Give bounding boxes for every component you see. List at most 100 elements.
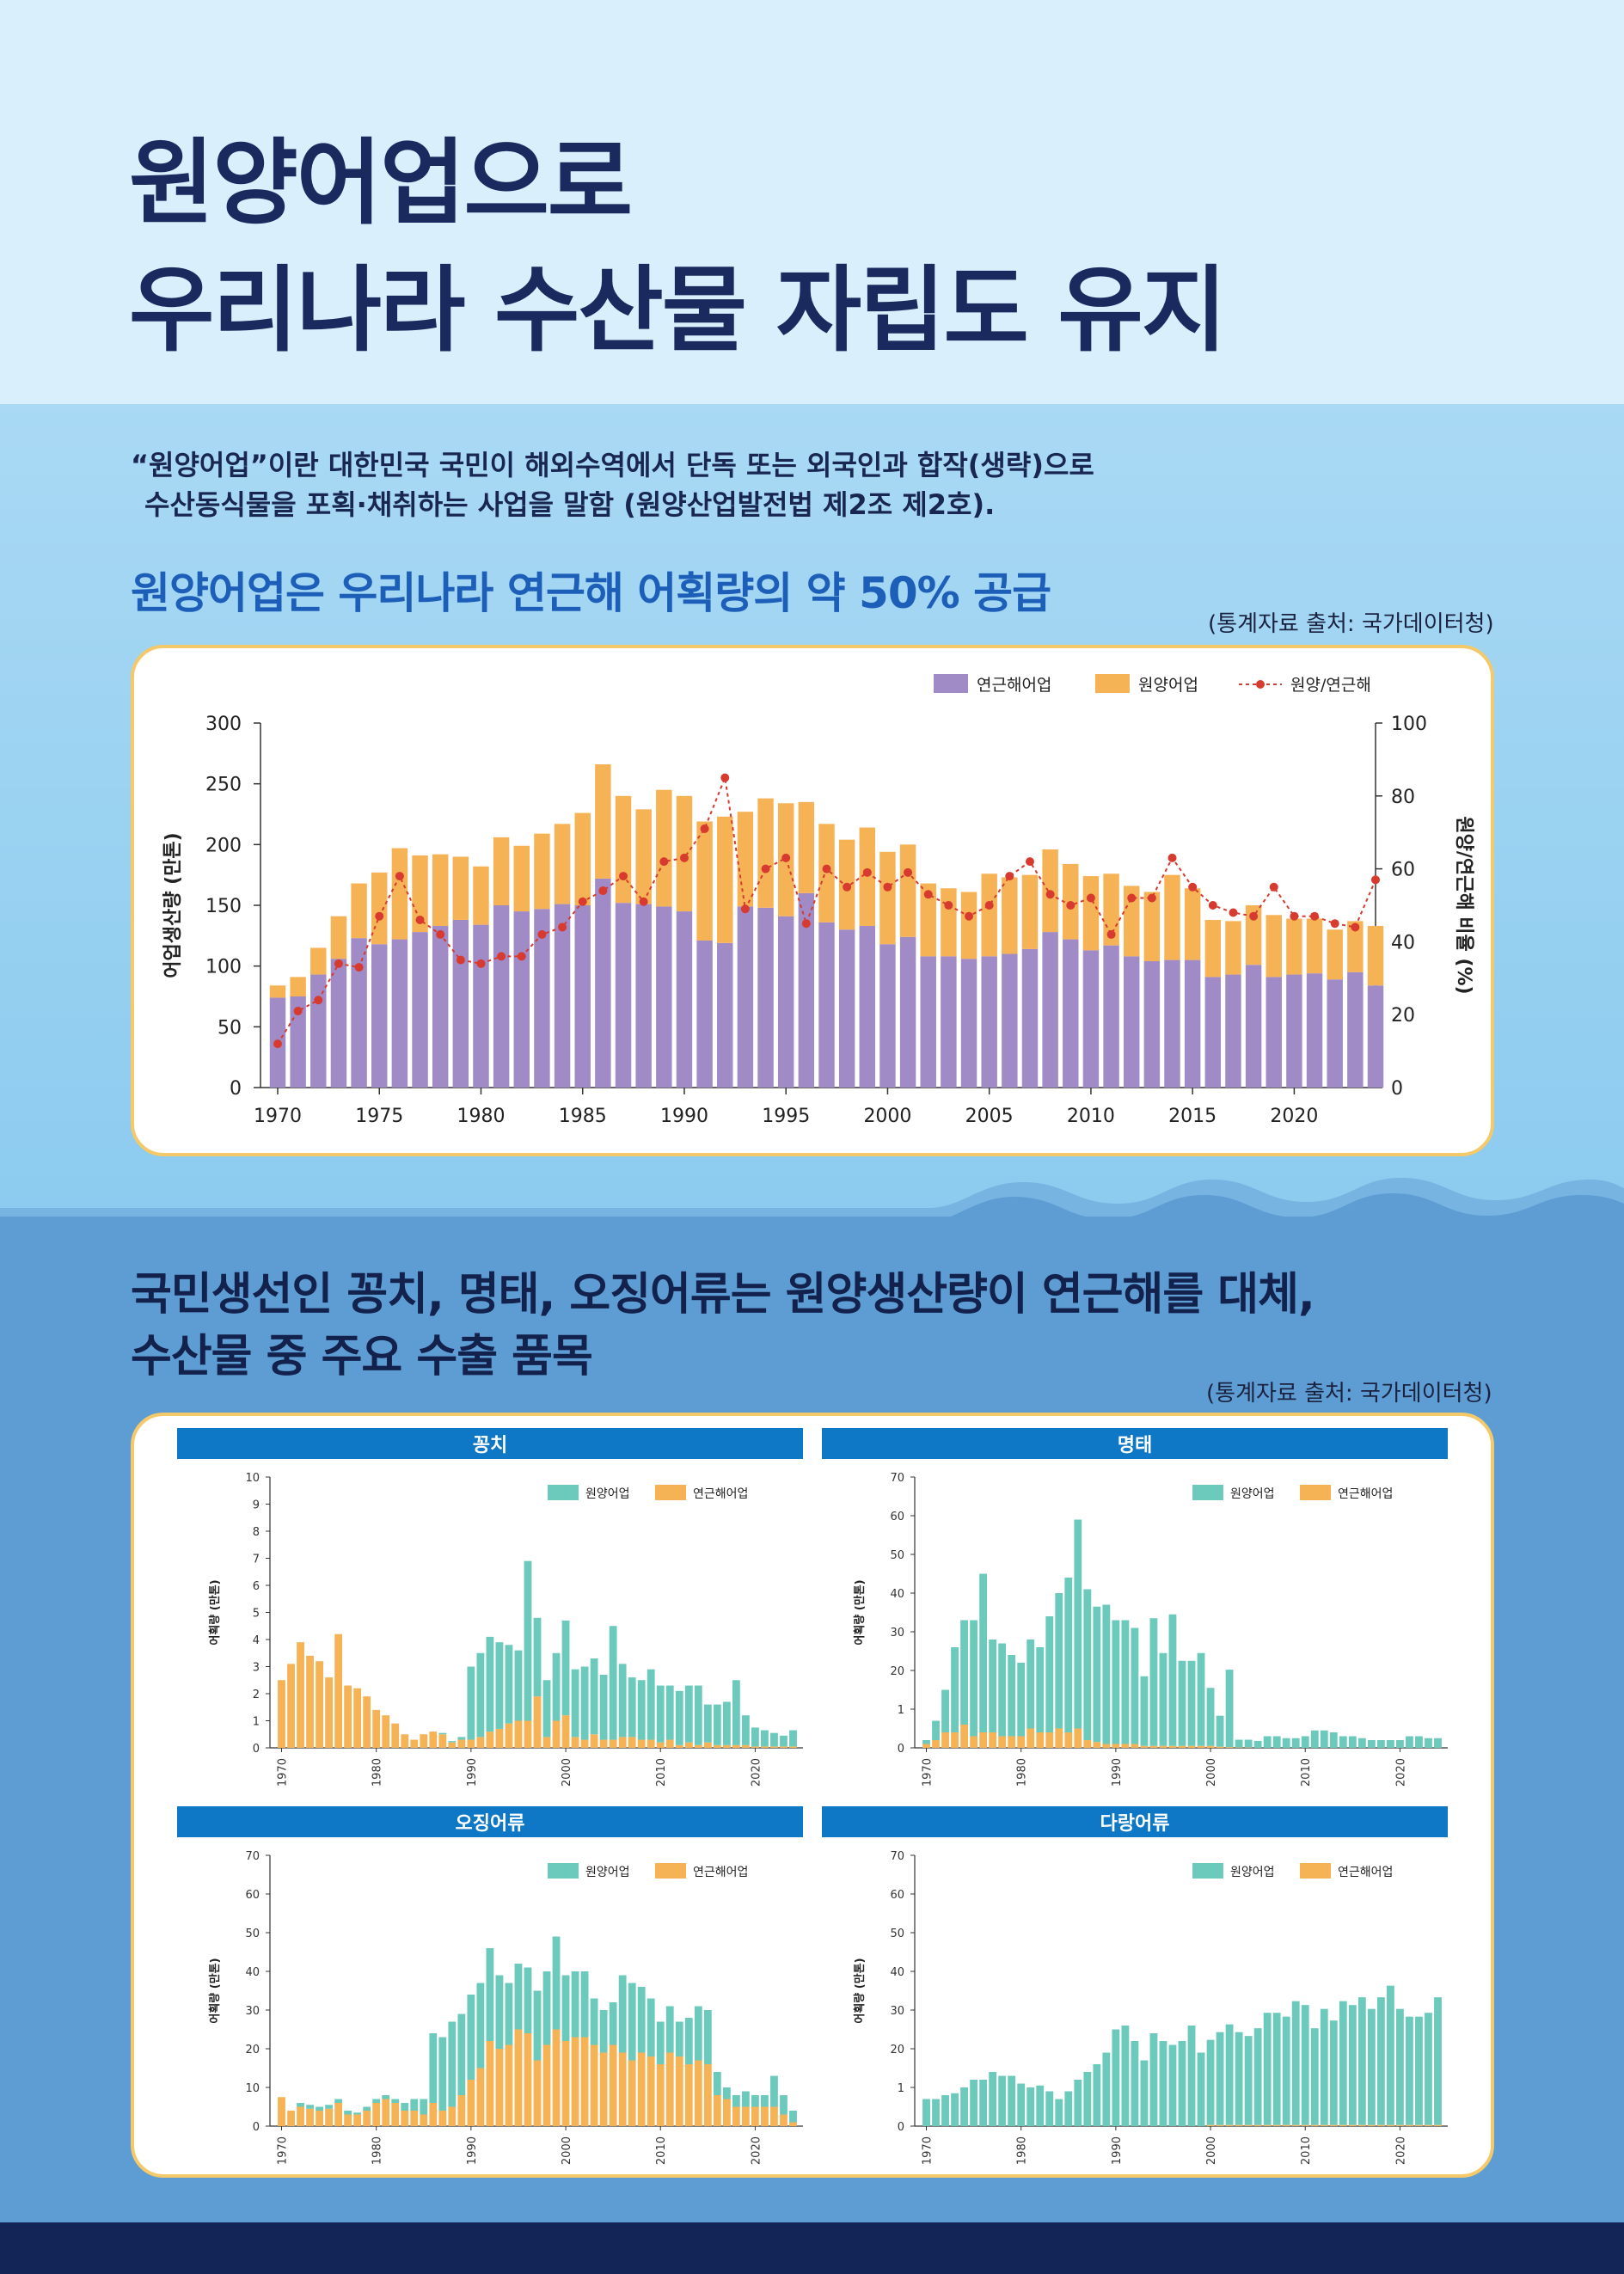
bar-distant [1301,2005,1309,2125]
bar-coastal [1204,977,1222,1088]
bar-coastal [438,2111,447,2126]
bar-coastal [751,1746,759,1748]
bar-distant [635,809,652,904]
ratio-point [1188,882,1198,892]
bar-distant [1036,2085,1045,2126]
bar-distant [1225,2024,1234,2125]
x-tick-label: 2010 [1300,1758,1313,1787]
ratio-point [1351,922,1360,932]
legend-label-distant: 원양어업 [585,1487,630,1501]
ratio-point [1167,853,1177,862]
y-tick-label: 8 [253,1526,260,1539]
bar-coastal [780,2114,787,2126]
bar-distant [951,1647,959,1732]
legend-swatch-distant [548,1863,579,1879]
bar-coastal [899,936,916,1088]
bar-coastal [372,2103,381,2126]
ratio-point [354,963,364,972]
ratio-point [415,915,425,924]
bar-distant [1168,2044,1177,2126]
bar-distant [618,1664,627,1738]
bar-distant [1245,905,1262,965]
bar-coastal [970,1736,978,1748]
bar-coastal [1083,1740,1092,1748]
bar-distant [1112,2029,1120,2126]
x-tick-label: 2010 [1300,2136,1313,2165]
bar-distant [920,883,936,957]
bar-distant [1045,2091,1054,2126]
ratio-point [862,867,872,877]
bar-coastal [941,1732,949,1748]
bar-distant [1216,1715,1224,1747]
bar-distant [1282,1738,1290,1748]
y-tick-label: 1 [898,2082,904,2095]
bar-coastal [789,1746,797,1748]
bar-distant [1164,874,1180,960]
definition-text: “원양어업”이란 대한민국 국민이 해외수역에서 단독 또는 외국인과 합작(생… [131,445,1549,524]
bar-coastal [696,940,713,1088]
bar-coastal [656,2064,665,2126]
bar-distant [438,2037,447,2111]
bar-distant [467,1995,475,2080]
x-tick-label: 2000 [863,1106,911,1127]
bar-coastal [457,1739,466,1748]
bar-coastal [732,2106,740,2126]
ratio-point [1229,908,1238,917]
bar-distant [410,2099,419,2111]
x-tick-label: 2010 [655,1758,668,1787]
bar-distant [1434,1997,1442,2125]
y2-tick-label: 40 [1391,932,1415,953]
bar-distant [534,833,550,910]
bar-distant [310,947,327,975]
ratio-point [517,952,526,961]
ratio-point [456,955,465,965]
bar-coastal [798,892,815,1088]
bar-coastal [1197,1745,1205,1748]
bar-coastal [1082,950,1100,1088]
bar-distant [1263,1736,1272,1748]
bar-distant [1286,918,1302,975]
bar-distant [542,1971,551,2045]
bar-distant [1206,2039,1215,2125]
bar-coastal [859,926,876,1088]
main-chart: 0 50 100 150 200 250 300 0 20 40 60 80 100 1970 1975 19… [162,674,1474,1127]
bar-coastal [1348,2124,1357,2126]
legend-label-coastal: 연근해어업 [1338,1487,1393,1501]
bar-coastal [363,1696,371,1748]
ratio-point [476,959,486,968]
bar-coastal [514,2029,523,2126]
bar-distant [1320,2008,1328,2125]
bar-distant [628,1677,636,1738]
bar-distant [1064,2091,1073,2126]
bar-coastal [561,2041,570,2126]
bar-distant [1357,1738,1366,1748]
y-axis-title: 어업생산량 (만톤) [162,832,184,978]
x-tick-label: 1970 [254,1106,302,1127]
bar-coastal [363,2111,371,2126]
bar-distant [1055,2099,1063,2126]
bar-distant [1348,1736,1357,1748]
bar-coastal [1265,977,1282,1088]
x-tick-label: 2000 [1205,2136,1218,2165]
bar-distant [1216,2032,1224,2125]
bar-coastal [1055,1728,1063,1748]
bar-distant [382,2095,390,2099]
bar-distant [1348,2005,1357,2125]
x-tick-label: 1980 [1016,2136,1029,2165]
bar-distant [1310,1730,1319,1748]
bar-distant [571,1971,579,2038]
panel-title: 오징어류 [456,1813,525,1835]
bar-distant [1265,915,1282,978]
bar-distant [1204,919,1222,978]
bar-distant [1206,1688,1215,1746]
ratio-point [984,901,994,910]
bar-coastal [741,2106,750,2126]
bar-coastal [325,1677,334,1748]
bar-coastal [618,2052,627,2126]
page-title-line2: 우리나라 수산물 자립도 유지 [129,257,1227,365]
bar-distant [656,2021,665,2064]
y-tick-label: 250 [205,775,242,796]
bar-distant [1184,888,1201,960]
bar-distant [1026,1640,1035,1729]
bar-coastal [580,1739,589,1748]
